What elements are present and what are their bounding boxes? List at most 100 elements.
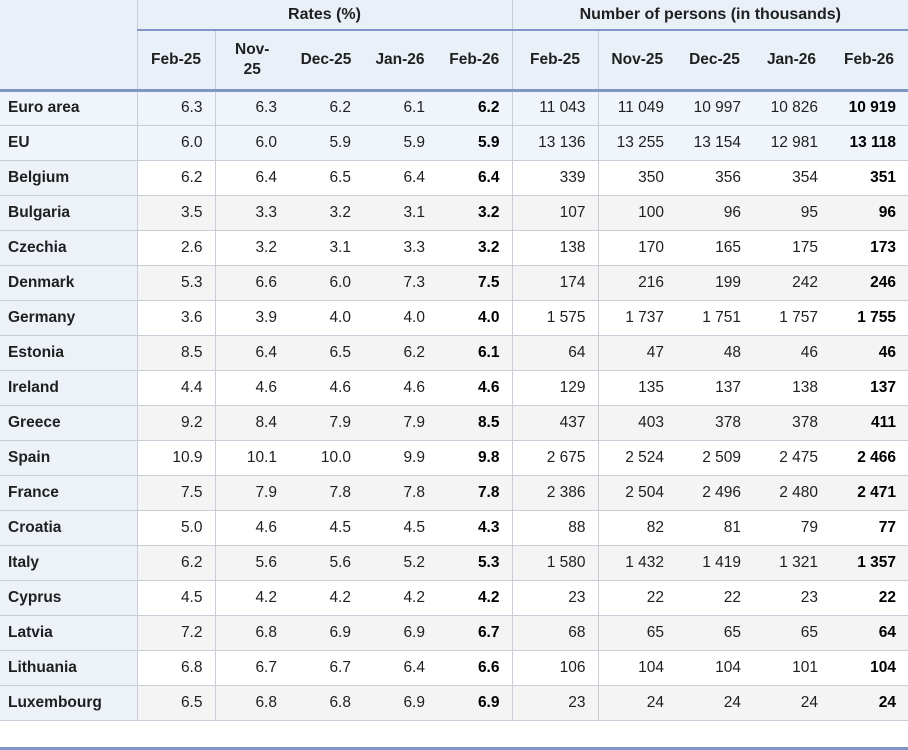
rate-cell: 7.2 — [137, 615, 216, 651]
rate-cell: 7.8 — [363, 475, 437, 511]
persons-cell: 351 — [830, 160, 908, 196]
col-header-label: Nov-25 — [235, 40, 270, 78]
rate-cell: 4.6 — [215, 370, 289, 406]
persons-cell: 46 — [830, 335, 908, 371]
table-row: Luxembourg 6.5 6.8 6.8 6.9 6.9 23 24 24 24 24 — [0, 685, 908, 721]
col-header-persons-dec25: Dec-25 — [676, 30, 753, 92]
rate-cell: 5.9 — [363, 125, 437, 161]
persons-cell: 101 — [753, 650, 830, 686]
rate-cell: 4.5 — [289, 510, 363, 546]
persons-cell: 24 — [753, 685, 830, 721]
persons-cell: 242 — [753, 265, 830, 301]
persons-cell: 13 118 — [830, 125, 908, 161]
rate-cell: 6.3 — [137, 90, 216, 126]
table-row: Estonia 8.5 6.4 6.5 6.2 6.1 64 47 48 46 46 — [0, 335, 908, 371]
persons-cell: 1 751 — [676, 300, 753, 336]
table-row: Cyprus 4.5 4.2 4.2 4.2 4.2 23 22 22 23 22 — [0, 580, 908, 616]
persons-cell: 11 043 — [512, 90, 599, 126]
persons-cell: 100 — [598, 195, 676, 231]
rate-cell: 6.8 — [137, 650, 216, 686]
persons-cell: 1 755 — [830, 300, 908, 336]
persons-cell: 246 — [830, 265, 908, 301]
rate-cell: 7.3 — [363, 265, 437, 301]
persons-cell: 104 — [830, 650, 908, 686]
rate-cell: 7.5 — [437, 265, 513, 301]
rate-cell: 2.6 — [137, 230, 216, 266]
table-row: Czechia 2.6 3.2 3.1 3.3 3.2 138 170 165 175 173 — [0, 230, 908, 266]
persons-cell: 82 — [598, 510, 676, 546]
persons-cell: 24 — [676, 685, 753, 721]
rate-cell: 7.5 — [137, 475, 216, 511]
rate-cell: 3.2 — [437, 195, 513, 231]
persons-cell: 339 — [512, 160, 599, 196]
table-row: Denmark 5.3 6.6 6.0 7.3 7.5 174 216 199 242 246 — [0, 265, 908, 301]
col-header-rates-feb25: Feb-25 — [137, 30, 216, 92]
rate-cell: 6.9 — [437, 685, 513, 721]
rate-cell: 3.2 — [289, 195, 363, 231]
persons-cell: 174 — [512, 265, 599, 301]
persons-cell: 2 675 — [512, 440, 599, 476]
persons-cell: 2 475 — [753, 440, 830, 476]
persons-cell: 10 997 — [676, 90, 753, 126]
rate-cell: 9.9 — [363, 440, 437, 476]
rate-cell: 5.0 — [137, 510, 216, 546]
persons-cell: 23 — [512, 580, 599, 616]
rate-cell: 4.6 — [215, 510, 289, 546]
table-row: Latvia 7.2 6.8 6.9 6.9 6.7 68 65 65 65 64 — [0, 615, 908, 651]
group-header-rates: Rates (%) — [137, 0, 513, 31]
persons-cell: 107 — [512, 195, 599, 231]
table-row: Italy 6.2 5.6 5.6 5.2 5.3 1 580 1 432 1 419 1 321… — [0, 545, 908, 581]
rate-cell: 4.5 — [137, 580, 216, 616]
persons-cell: 64 — [830, 615, 908, 651]
country-cell: Luxembourg — [0, 685, 138, 721]
persons-cell: 137 — [676, 370, 753, 406]
persons-cell: 48 — [676, 335, 753, 371]
table-row: Spain 10.9 10.1 10.0 9.9 9.8 2 675 2 524 2 509 2 … — [0, 440, 908, 476]
rate-cell: 7.8 — [437, 475, 513, 511]
persons-cell: 11 049 — [598, 90, 676, 126]
rate-cell: 6.2 — [363, 335, 437, 371]
persons-cell: 13 255 — [598, 125, 676, 161]
rate-cell: 3.3 — [363, 230, 437, 266]
rate-cell: 6.9 — [363, 685, 437, 721]
country-cell: Croatia — [0, 510, 138, 546]
persons-cell: 12 981 — [753, 125, 830, 161]
persons-cell: 22 — [676, 580, 753, 616]
persons-cell: 65 — [598, 615, 676, 651]
country-cell: Bulgaria — [0, 195, 138, 231]
table-row: Ireland 4.4 4.6 4.6 4.6 4.6 129 135 137 138 137 — [0, 370, 908, 406]
persons-cell: 2 471 — [830, 475, 908, 511]
rate-cell: 6.0 — [137, 125, 216, 161]
persons-cell: 378 — [753, 405, 830, 441]
country-cell: Belgium — [0, 160, 138, 196]
rate-cell: 4.5 — [363, 510, 437, 546]
persons-cell: 1 580 — [512, 545, 599, 581]
persons-cell: 170 — [598, 230, 676, 266]
rate-cell: 4.0 — [289, 300, 363, 336]
rate-cell: 6.4 — [363, 160, 437, 196]
persons-cell: 216 — [598, 265, 676, 301]
table-row: Germany 3.6 3.9 4.0 4.0 4.0 1 575 1 737 1 751 1 7… — [0, 300, 908, 336]
rate-cell: 3.5 — [137, 195, 216, 231]
persons-cell: 354 — [753, 160, 830, 196]
persons-cell: 1 757 — [753, 300, 830, 336]
persons-cell: 79 — [753, 510, 830, 546]
country-cell: Czechia — [0, 230, 138, 266]
table-row: Lithuania 6.8 6.7 6.7 6.4 6.6 106 104 104 101 104 — [0, 650, 908, 686]
persons-cell: 1 419 — [676, 545, 753, 581]
persons-cell: 403 — [598, 405, 676, 441]
persons-cell: 2 524 — [598, 440, 676, 476]
group-header-row: Rates (%) Number of persons (in thousand… — [0, 0, 908, 92]
persons-cell: 10 919 — [830, 90, 908, 126]
rate-cell: 4.0 — [437, 300, 513, 336]
corner-cell — [0, 0, 138, 92]
rate-cell: 4.6 — [289, 370, 363, 406]
rate-cell: 6.1 — [363, 90, 437, 126]
country-cell: Latvia — [0, 615, 138, 651]
rate-cell: 6.8 — [215, 615, 289, 651]
persons-cell: 64 — [512, 335, 599, 371]
persons-cell: 411 — [830, 405, 908, 441]
persons-cell: 2 480 — [753, 475, 830, 511]
country-cell: Italy — [0, 545, 138, 581]
persons-cell: 199 — [676, 265, 753, 301]
